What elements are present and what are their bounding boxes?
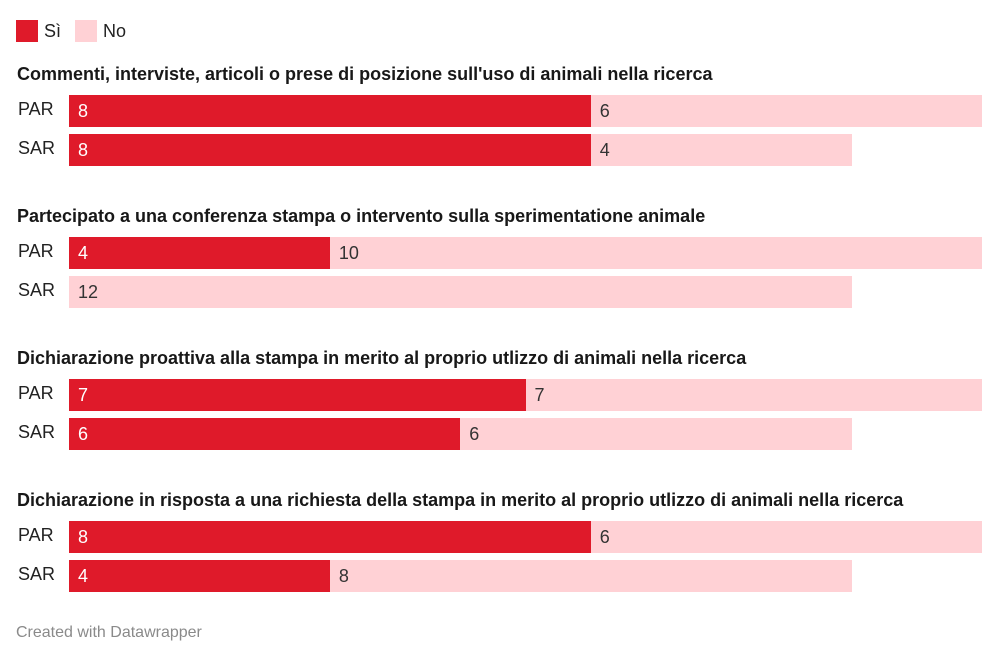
row-label: PAR — [18, 525, 54, 545]
value-label-no: 8 — [338, 566, 349, 586]
row-label: SAR — [18, 564, 56, 584]
legend: Sì No — [16, 20, 140, 42]
bar-segment-no — [329, 237, 982, 269]
value-label-no: 7 — [534, 385, 545, 405]
value-label-no: 10 — [338, 243, 359, 263]
value-label-no: 6 — [599, 527, 610, 547]
bar-segment-no — [590, 95, 982, 127]
row-label: PAR — [18, 383, 54, 403]
bar-segment-si — [69, 521, 591, 553]
bar-segment-si — [69, 134, 591, 166]
legend-swatch-no — [75, 20, 98, 42]
value-label-si: 4 — [78, 566, 89, 586]
row-label: SAR — [18, 138, 56, 158]
bar-segment-no — [69, 276, 852, 308]
bar-segment-no — [329, 560, 852, 592]
group-title: Commenti, interviste, articoli o prese d… — [17, 64, 713, 84]
group-title: Partecipato a una conferenza stampa o in… — [17, 206, 706, 226]
legend-item-no: No — [75, 20, 126, 42]
bar-segment-no — [590, 134, 852, 166]
value-label-si: 7 — [78, 385, 89, 405]
legend-label-si: Sì — [44, 20, 62, 41]
value-label-no: 12 — [78, 282, 99, 302]
value-label-si: 8 — [78, 101, 89, 121]
footer-credit: Created with Datawrapper — [16, 624, 202, 641]
bar-segment-no — [590, 521, 982, 553]
legend-label-no: No — [103, 20, 127, 41]
row-label: SAR — [18, 422, 56, 442]
value-label-si: 8 — [78, 140, 89, 160]
row-label: PAR — [18, 99, 54, 119]
group-title: Dichiarazione in risposta a una richiest… — [17, 490, 904, 510]
value-label-si: 6 — [78, 424, 89, 444]
group-title: Dichiarazione proattiva alla stampa in m… — [17, 348, 747, 368]
value-label-no: 4 — [599, 140, 610, 160]
bar-segment-si — [69, 560, 330, 592]
bar-segment-no — [460, 418, 852, 450]
legend-swatch-si — [16, 20, 38, 42]
value-label-no: 6 — [469, 424, 480, 444]
bar-segment-si — [69, 379, 526, 411]
bar-segment-no — [525, 379, 982, 411]
bar-segment-si — [69, 237, 330, 269]
value-label-no: 6 — [599, 101, 610, 121]
value-label-si: 8 — [78, 527, 89, 547]
bar-segment-si — [69, 418, 461, 450]
row-label: SAR — [18, 280, 56, 300]
legend-item-si: Sì — [16, 20, 61, 42]
value-label-si: 4 — [78, 243, 89, 263]
bar-segment-si — [69, 95, 591, 127]
row-label: PAR — [18, 241, 54, 261]
